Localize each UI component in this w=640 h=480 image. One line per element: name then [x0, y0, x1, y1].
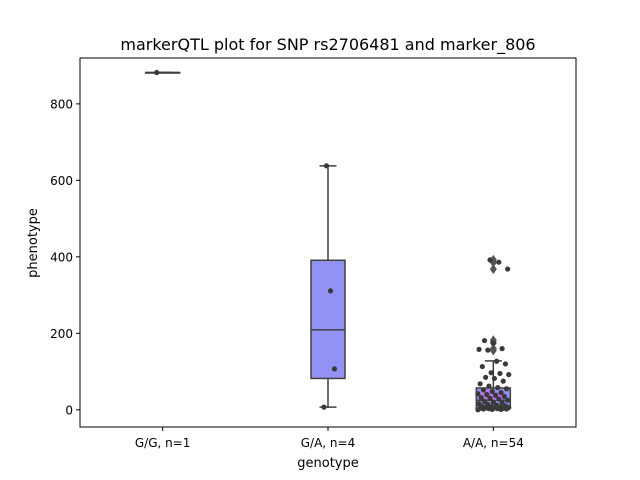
data-point: [327, 288, 334, 294]
data-point: [483, 374, 489, 380]
chart-title: markerQTL plot for SNP rs2706481 and mar…: [120, 35, 535, 55]
data-point: [475, 391, 481, 397]
data-point: [500, 378, 506, 384]
data-point: [491, 375, 498, 382]
data-point: [475, 407, 481, 413]
data-point: [488, 370, 494, 376]
data-point: [497, 370, 503, 377]
data-point: [487, 395, 493, 401]
y-axis-label: phenotype: [26, 208, 41, 278]
data-point: [502, 361, 509, 367]
outlier-marker: [489, 264, 497, 275]
data-point: [154, 69, 160, 76]
data-point: [506, 372, 512, 378]
data-point: [494, 358, 500, 364]
data-point: [323, 163, 330, 169]
data-point: [490, 399, 496, 405]
data-point: [479, 363, 485, 370]
x-axis-label: genotype: [297, 456, 358, 471]
data-point: [481, 398, 488, 404]
data-point: [487, 257, 493, 263]
data-point: [503, 386, 510, 392]
data-point: [498, 389, 504, 396]
data-point: [490, 340, 496, 346]
y-tick-label: 800: [50, 97, 73, 111]
y-tick-label: 200: [50, 327, 73, 341]
x-tick-label: G/A, n=4: [301, 436, 355, 450]
y-tick-label: 400: [50, 250, 73, 264]
data-point: [480, 406, 487, 412]
data-point: [499, 400, 505, 406]
data-point: [478, 394, 484, 401]
box-group: [310, 165, 346, 408]
x-tick-label: A/A, n=54: [463, 436, 524, 450]
data-point: [489, 406, 495, 413]
data-point: [498, 406, 504, 413]
data-point: [501, 393, 507, 400]
data-point: [505, 266, 511, 272]
box: [310, 259, 346, 380]
x-tick-label: G/G, n=1: [135, 436, 191, 450]
data-point: [484, 391, 490, 398]
data-point: [495, 385, 501, 391]
data-point: [476, 346, 482, 352]
data-point: [480, 387, 487, 393]
data-point: [496, 396, 502, 402]
data-point: [492, 392, 499, 398]
outlier-marker: [489, 254, 497, 265]
data-point: [505, 397, 511, 403]
data-point: [321, 404, 327, 410]
data-point: [486, 383, 492, 389]
plot-area: [144, 69, 512, 413]
data-point: [496, 259, 502, 265]
data-point: [481, 337, 488, 344]
data-point: [503, 406, 510, 412]
box-group: [144, 71, 181, 74]
y-tick-label: 600: [50, 174, 73, 188]
axes: 0 200 400 600 800 G/G, n=1 G/A, n=4 A/A, n=54: [50, 97, 524, 450]
y-tick-label: 0: [65, 403, 73, 417]
data-point: [489, 388, 495, 395]
data-point: [499, 346, 505, 352]
outlier-marker: [489, 345, 497, 356]
data-point: [485, 347, 491, 353]
data-point: [477, 381, 483, 387]
data-point: [331, 366, 338, 372]
